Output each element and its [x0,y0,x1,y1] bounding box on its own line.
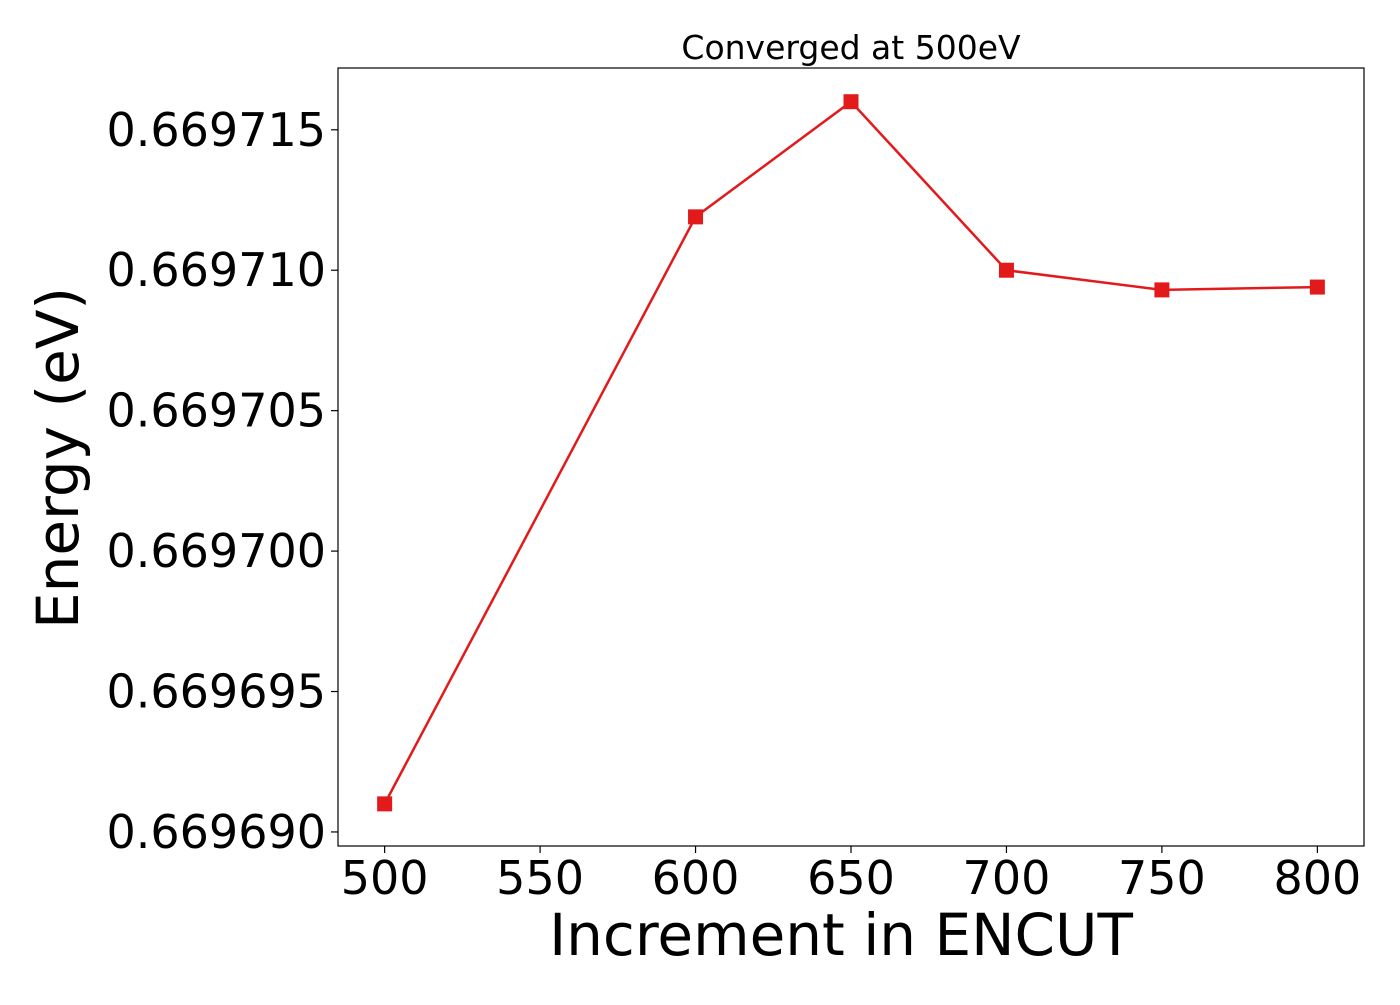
data-point [1154,282,1170,298]
data-point [1309,279,1325,295]
x-tick-label: 600 [652,851,740,905]
y-tick-label: 0.669715 [107,103,327,157]
x-tick-label: 800 [1273,851,1361,905]
data-point [998,262,1014,278]
y-axis-label: Energy (eV) [24,287,92,629]
y-tick-label: 0.669705 [107,384,327,438]
y-tick-label: 0.669710 [107,243,327,297]
data-point [377,796,393,812]
data-point [688,209,704,225]
x-axis-ticks: 500 550 600 650 700 750 800 [341,846,1361,905]
x-tick-label: 650 [807,851,895,905]
x-tick-label: 550 [496,851,584,905]
series-layer [377,94,1325,812]
x-tick-label: 700 [963,851,1051,905]
x-tick-label: 750 [1118,851,1206,905]
chart-title: Converged at 500eV [681,28,1021,67]
plot-area [337,67,1365,847]
data-point [843,94,859,110]
y-tick-label: 0.669690 [107,805,327,859]
y-axis-ticks: 0.669690 0.669695 0.669700 0.669705 0.669710… [107,103,338,859]
y-tick-label: 0.669700 [107,524,327,578]
x-axis-label: Increment in ENCUT [549,901,1133,969]
series-line [383,100,1318,805]
x-tick-label: 500 [341,851,429,905]
y-tick-label: 0.669695 [107,665,327,719]
